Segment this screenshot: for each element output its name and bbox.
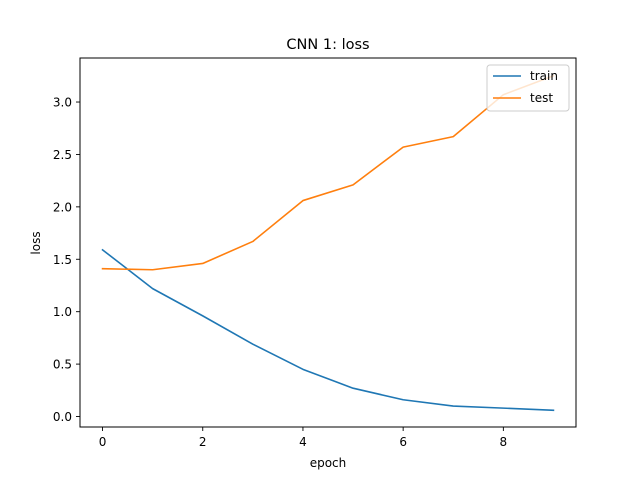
x-tick-label: 2 bbox=[199, 435, 207, 449]
plot-frame bbox=[79, 57, 577, 428]
y-tick-label: 3.0 bbox=[53, 96, 72, 110]
series-line-test bbox=[101, 74, 555, 271]
legend: train test bbox=[486, 64, 570, 112]
x-axis-label: epoch bbox=[310, 456, 347, 470]
plot-area bbox=[101, 74, 555, 412]
chart-title: CNN 1: loss bbox=[286, 37, 369, 53]
y-tick-label: 0.5 bbox=[53, 358, 72, 372]
y-axis-ticks: 0.0 0.5 1.0 1.5 2.0 2.5 3.0 bbox=[53, 96, 80, 424]
legend-label-train: train bbox=[530, 69, 558, 83]
y-axis-label: loss bbox=[29, 231, 43, 254]
y-tick-label: 1.0 bbox=[53, 305, 72, 319]
x-tick-label: 6 bbox=[399, 435, 407, 449]
y-tick-label: 0.0 bbox=[53, 410, 72, 424]
x-tick-label: 8 bbox=[500, 435, 508, 449]
x-tick-label: 4 bbox=[299, 435, 307, 449]
series-layer bbox=[101, 74, 555, 412]
x-axis-ticks: 0 2 4 6 8 bbox=[99, 427, 507, 449]
series-line-train bbox=[101, 248, 555, 412]
x-tick-label: 0 bbox=[99, 435, 107, 449]
y-tick-label: 2.5 bbox=[53, 148, 72, 162]
legend-label-test: test bbox=[530, 91, 553, 105]
y-tick-label: 1.5 bbox=[53, 253, 72, 267]
y-tick-label: 2.0 bbox=[53, 200, 72, 214]
